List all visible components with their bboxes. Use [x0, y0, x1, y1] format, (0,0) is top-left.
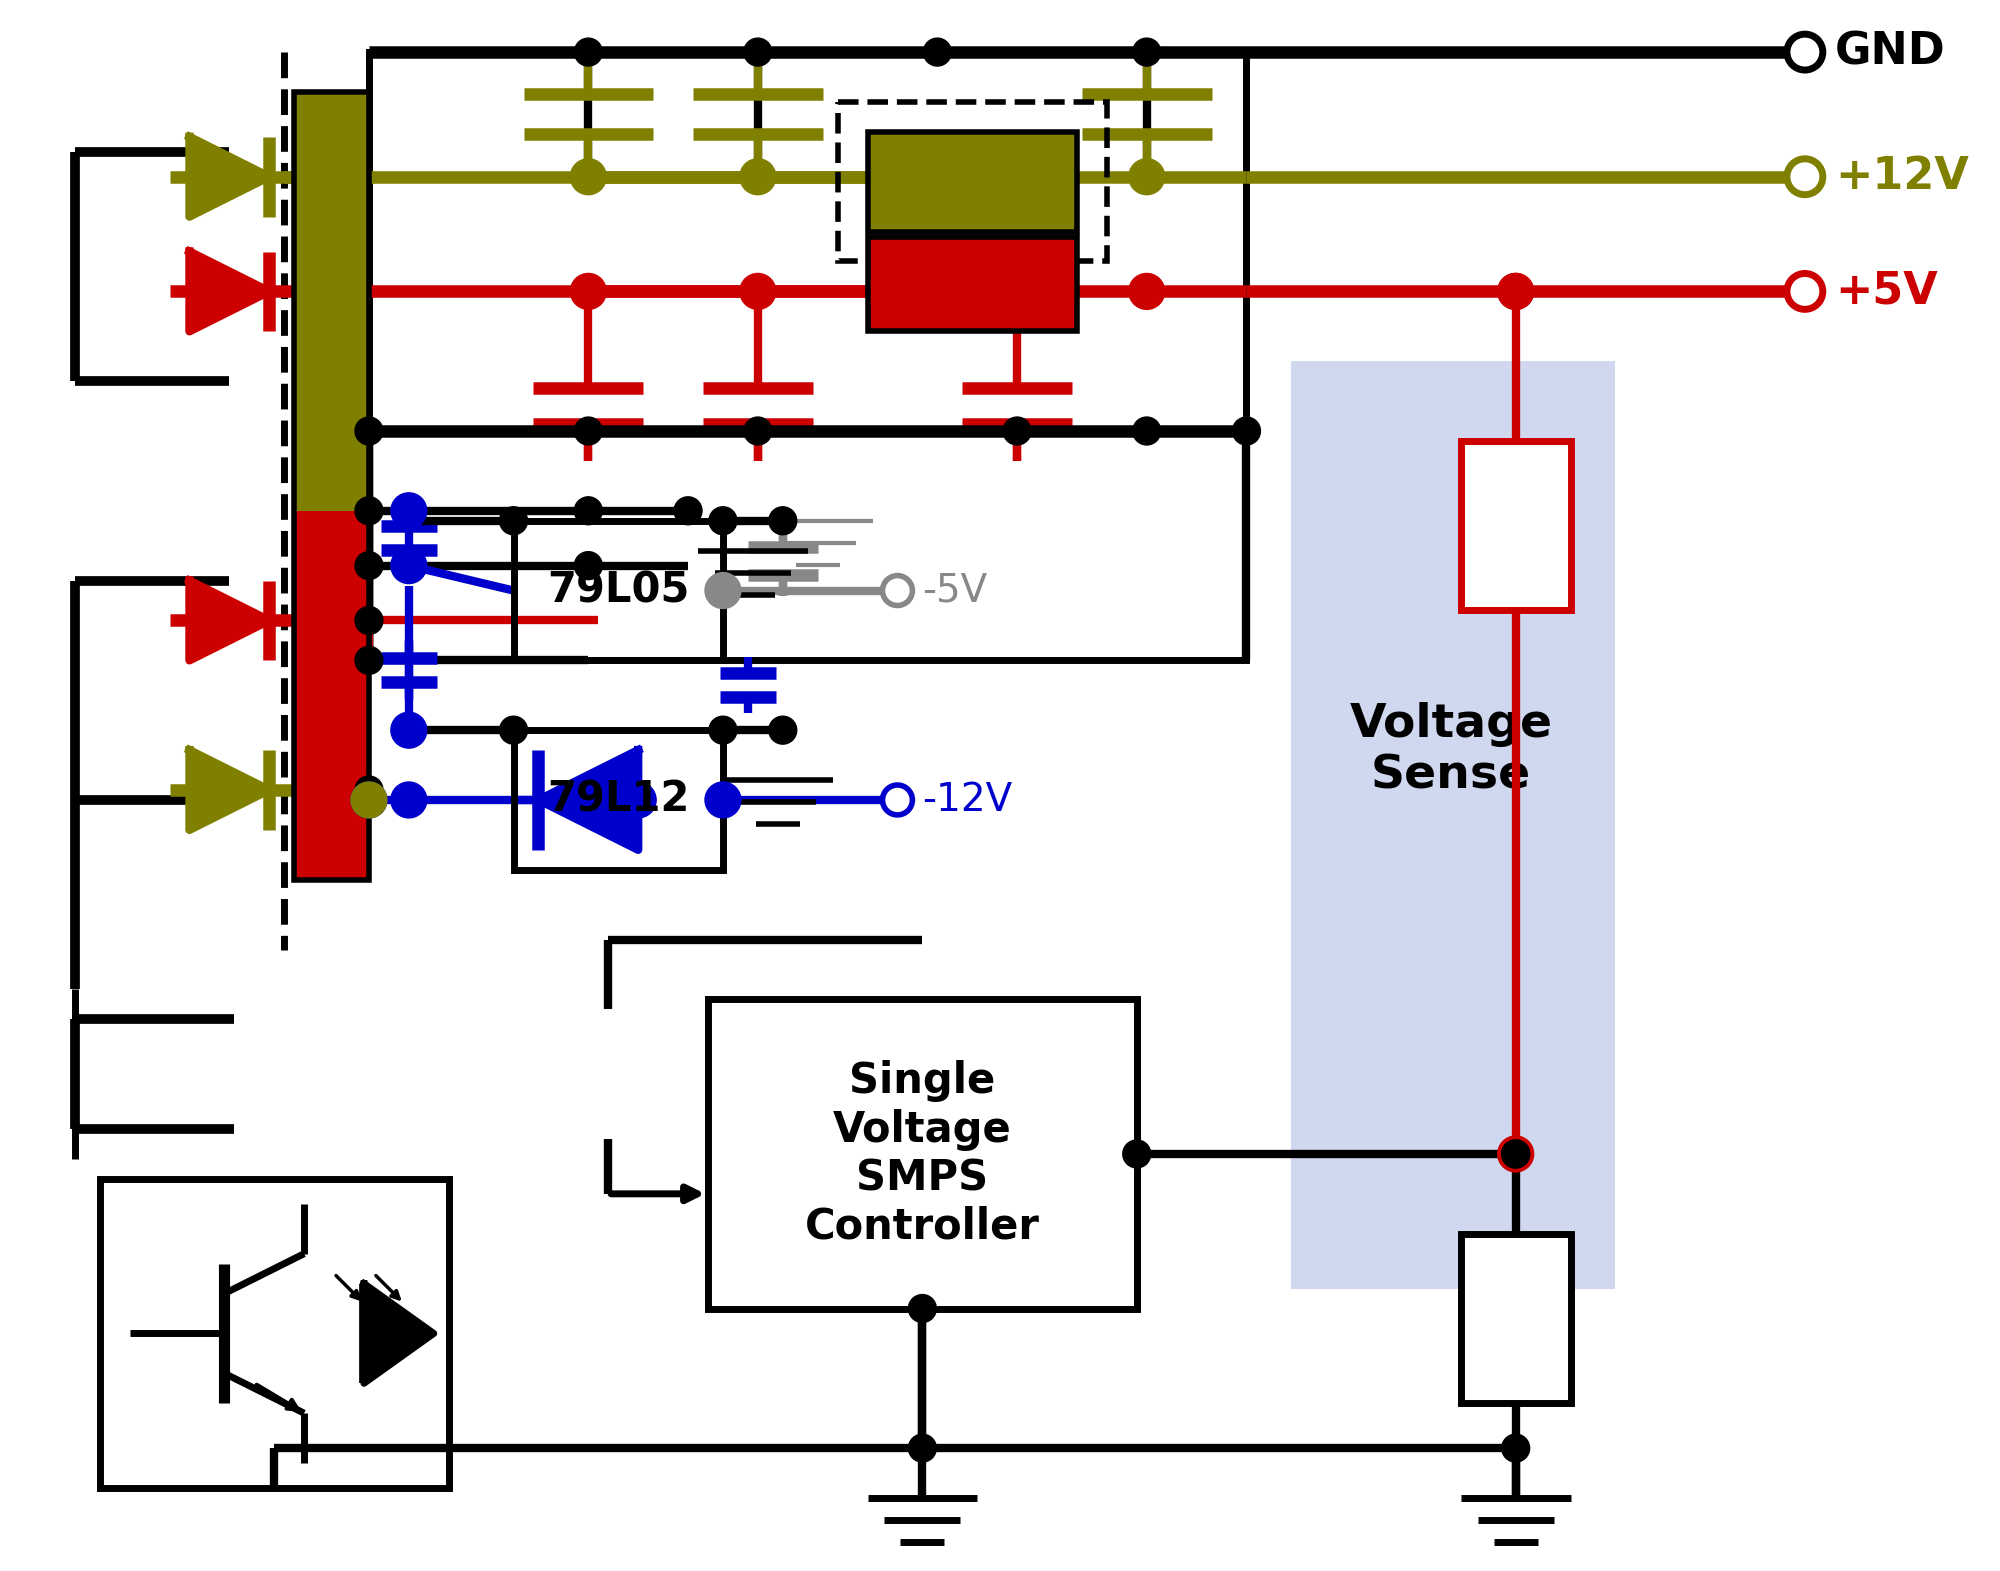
Circle shape	[768, 716, 796, 745]
Circle shape	[1132, 416, 1160, 445]
Text: -5V: -5V	[922, 572, 988, 610]
Circle shape	[500, 507, 528, 534]
Circle shape	[1232, 416, 1260, 445]
Text: +5V: +5V	[1834, 270, 1938, 313]
Circle shape	[1128, 159, 1164, 195]
Circle shape	[354, 646, 382, 674]
Bar	[100, 1178, 448, 1488]
Circle shape	[908, 1295, 936, 1323]
Circle shape	[390, 493, 426, 529]
Circle shape	[1498, 1136, 1534, 1172]
Polygon shape	[190, 749, 270, 829]
Circle shape	[354, 496, 382, 525]
Circle shape	[1498, 273, 1534, 309]
Circle shape	[1502, 1141, 1530, 1167]
Text: 79L05: 79L05	[548, 570, 690, 611]
Circle shape	[1786, 35, 1822, 71]
Circle shape	[354, 776, 382, 804]
Circle shape	[354, 416, 382, 445]
Circle shape	[354, 606, 382, 635]
Text: -12V: -12V	[922, 781, 1012, 818]
Circle shape	[390, 712, 426, 748]
Circle shape	[744, 416, 772, 445]
Bar	[868, 132, 1076, 231]
Polygon shape	[190, 251, 270, 331]
Polygon shape	[190, 137, 270, 217]
Circle shape	[744, 38, 772, 66]
Bar	[514, 520, 722, 660]
Circle shape	[1122, 1141, 1150, 1167]
Bar	[1292, 361, 1616, 1288]
Circle shape	[882, 786, 912, 815]
Polygon shape	[538, 749, 638, 850]
Circle shape	[708, 716, 736, 745]
Circle shape	[924, 38, 952, 66]
Circle shape	[354, 551, 382, 580]
Bar	[868, 237, 1076, 331]
Text: GND: GND	[1834, 30, 1946, 74]
Circle shape	[352, 782, 386, 818]
Bar	[294, 93, 368, 880]
Circle shape	[704, 572, 740, 608]
Circle shape	[570, 159, 606, 195]
Circle shape	[1498, 273, 1534, 309]
Bar	[708, 999, 1136, 1309]
Text: Voltage
Sense: Voltage Sense	[1350, 702, 1552, 798]
Circle shape	[390, 782, 426, 818]
Circle shape	[708, 507, 736, 534]
Text: +12V: +12V	[1834, 156, 1968, 198]
Circle shape	[1786, 273, 1822, 309]
Bar	[368, 52, 1246, 660]
Bar	[294, 93, 368, 511]
Bar	[868, 237, 1076, 331]
Circle shape	[574, 416, 602, 445]
Circle shape	[620, 782, 656, 818]
Polygon shape	[364, 1284, 434, 1384]
Circle shape	[1004, 416, 1032, 445]
Circle shape	[1502, 1434, 1530, 1463]
Bar	[868, 132, 1076, 231]
Circle shape	[1000, 159, 1036, 195]
Circle shape	[1786, 159, 1822, 195]
Circle shape	[1502, 1141, 1530, 1167]
Circle shape	[768, 507, 796, 534]
Text: 79L12: 79L12	[548, 779, 690, 822]
Circle shape	[882, 575, 912, 605]
Bar	[1460, 1233, 1570, 1403]
Circle shape	[574, 38, 602, 66]
Circle shape	[1132, 38, 1160, 66]
Circle shape	[1128, 273, 1164, 309]
Text: Single
Voltage
SMPS
Controller: Single Voltage SMPS Controller	[804, 1060, 1040, 1247]
Circle shape	[674, 496, 702, 525]
Bar	[514, 731, 722, 870]
Circle shape	[1502, 1141, 1530, 1167]
Circle shape	[704, 782, 740, 818]
Polygon shape	[190, 581, 270, 660]
Circle shape	[574, 551, 602, 580]
Bar	[294, 511, 368, 880]
Bar	[1460, 441, 1570, 611]
Circle shape	[500, 716, 528, 745]
Circle shape	[352, 782, 386, 818]
Circle shape	[740, 159, 776, 195]
Circle shape	[1000, 273, 1036, 309]
Circle shape	[570, 273, 606, 309]
Bar	[838, 102, 1106, 261]
Circle shape	[908, 1434, 936, 1463]
Circle shape	[574, 496, 602, 525]
Circle shape	[740, 273, 776, 309]
Circle shape	[390, 548, 426, 583]
